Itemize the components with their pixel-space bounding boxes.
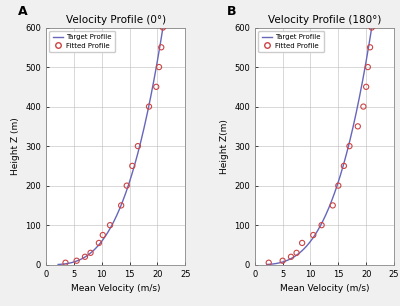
Y-axis label: Height Z(m): Height Z(m) <box>220 119 228 174</box>
Point <box>124 183 130 188</box>
Title: Velocity Profile (0°): Velocity Profile (0°) <box>66 15 166 25</box>
Point <box>118 203 124 208</box>
Text: B: B <box>227 5 236 18</box>
Point <box>346 144 353 148</box>
Point <box>158 45 164 50</box>
Point <box>341 163 347 168</box>
Point <box>87 250 94 255</box>
Point <box>368 25 375 30</box>
Point <box>74 258 80 263</box>
X-axis label: Mean Velocity (m/s): Mean Velocity (m/s) <box>280 284 369 293</box>
Point <box>135 144 141 148</box>
Y-axis label: Height Z (m): Height Z (m) <box>11 117 20 175</box>
Point <box>288 254 294 259</box>
Point <box>280 258 286 263</box>
Point <box>62 260 69 265</box>
Point <box>146 104 152 109</box>
Text: A: A <box>18 5 28 18</box>
Point <box>129 163 136 168</box>
X-axis label: Mean Velocity (m/s): Mean Velocity (m/s) <box>71 284 160 293</box>
Legend: Target Profile, Fitted Profile: Target Profile, Fitted Profile <box>258 31 324 52</box>
Point <box>156 65 162 69</box>
Point <box>153 84 160 89</box>
Point <box>107 223 113 228</box>
Legend: Target Profile, Fitted Profile: Target Profile, Fitted Profile <box>50 31 115 52</box>
Point <box>367 45 373 50</box>
Point <box>266 260 272 265</box>
Point <box>299 241 305 245</box>
Point <box>82 254 88 259</box>
Point <box>293 250 300 255</box>
Point <box>160 25 166 30</box>
Point <box>355 124 361 129</box>
Point <box>363 84 369 89</box>
Point <box>310 233 316 237</box>
Point <box>335 183 342 188</box>
Point <box>96 241 102 245</box>
Point <box>365 65 371 69</box>
Point <box>318 223 325 228</box>
Point <box>330 203 336 208</box>
Point <box>100 233 106 237</box>
Title: Velocity Profile (180°): Velocity Profile (180°) <box>268 15 381 25</box>
Point <box>360 104 366 109</box>
